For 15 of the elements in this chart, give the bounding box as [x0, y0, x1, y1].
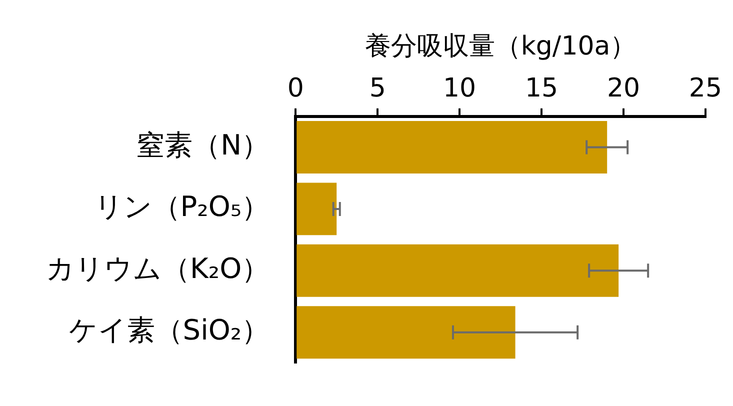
x-tick-label: 20	[606, 74, 640, 104]
x-tick-label: 10	[443, 74, 476, 104]
y-tick-label: ケイ素（SiO₂）	[68, 314, 270, 347]
bar	[296, 182, 337, 236]
bar	[296, 121, 608, 174]
bar	[296, 244, 619, 297]
bar	[296, 306, 516, 359]
y-tick-label: リン（P₂O₅）	[94, 190, 270, 224]
y-tick-label: カリウム（K₂O）	[46, 252, 270, 285]
y-tick-label: 窒素（N）	[136, 128, 270, 162]
x-axis-title: 養分吸収量（kg/10a）	[364, 31, 636, 62]
x-tick-label: 25	[688, 74, 722, 104]
x-tick-label: 0	[287, 74, 304, 104]
x-tick-label: 15	[524, 74, 558, 104]
x-tick-label: 5	[369, 74, 386, 104]
